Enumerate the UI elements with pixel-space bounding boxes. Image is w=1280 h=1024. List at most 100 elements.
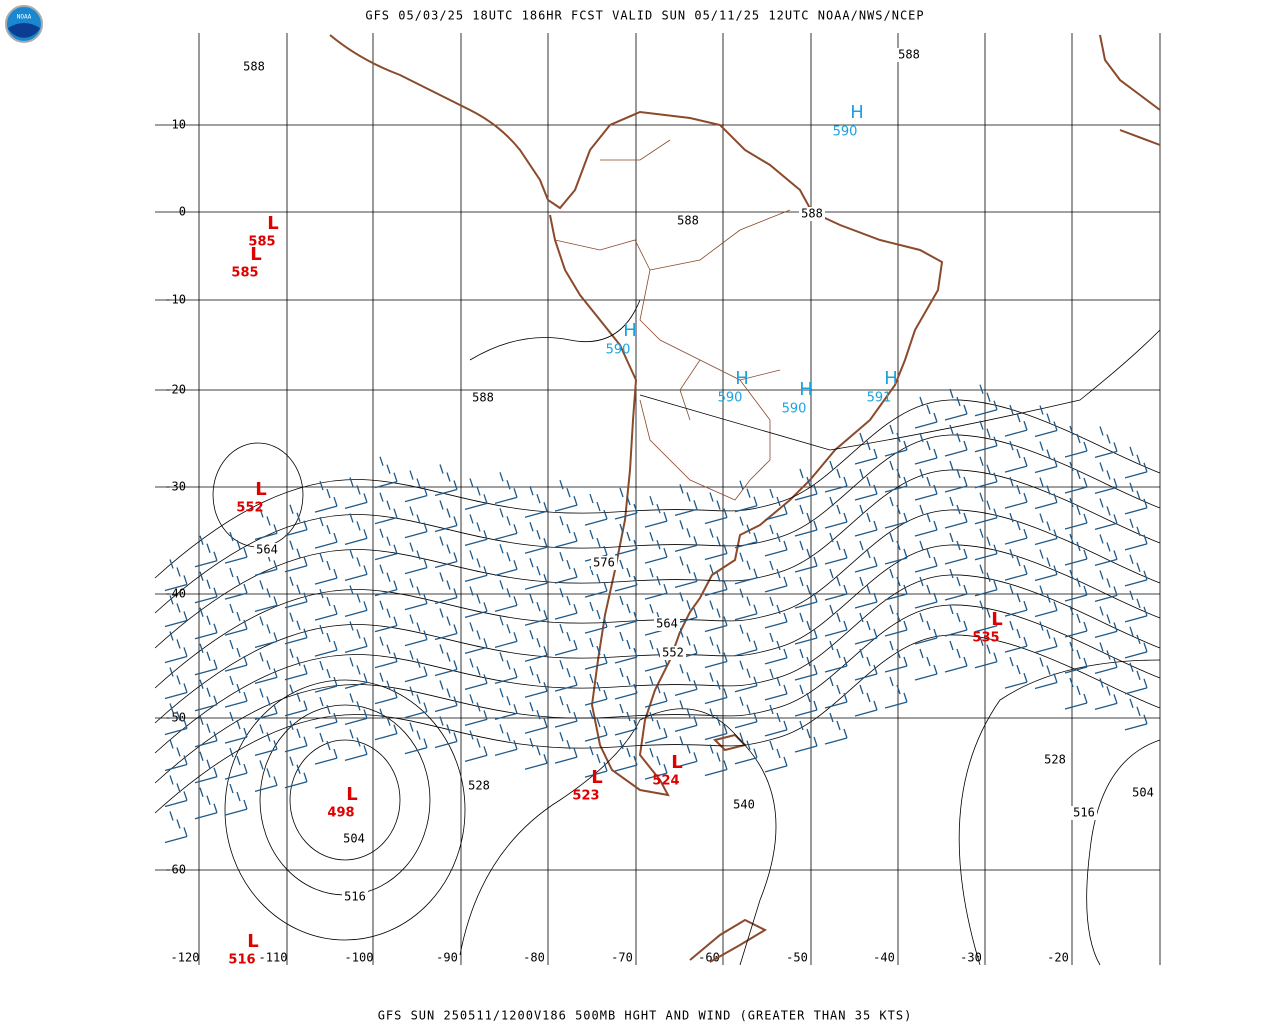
wind-barb: [344, 585, 368, 618]
wind-barb: [524, 738, 548, 770]
wind-barb: [314, 660, 338, 693]
wind-barb: [1124, 662, 1148, 695]
low-value: 552: [236, 501, 263, 516]
wind-barb: [734, 624, 758, 657]
wind-barb: [284, 612, 308, 645]
lon-label: -90: [436, 951, 458, 965]
wind-barb: [944, 424, 968, 457]
wind-barb: [194, 643, 218, 676]
contour-label: 528: [468, 779, 490, 793]
wind-barb: [704, 600, 728, 633]
footer: GFS SUN 250511/1200V186 500MB HGHT AND W…: [378, 1009, 913, 1023]
low-symbol: L: [247, 931, 258, 952]
wind-barb: [854, 468, 878, 501]
wind-barb: [224, 783, 248, 816]
low-value: 585: [248, 235, 275, 250]
wind-barb: [914, 540, 938, 573]
wind-barb: [404, 506, 428, 539]
wind-barb: [1004, 440, 1028, 473]
wind-barb: [794, 576, 818, 609]
labels: L585L585L552L498L523L524L535L516H590H590…: [228, 48, 1156, 968]
wind-barb: [734, 588, 758, 621]
contour-label: 552: [662, 646, 684, 660]
contour-label: 576: [593, 556, 615, 570]
wind-barb: [1034, 477, 1058, 510]
wind-barb: [584, 637, 608, 670]
contour-label-bg: [466, 779, 492, 793]
wind-barb: [1064, 497, 1088, 530]
wind-barb: [824, 532, 848, 565]
wind-barb: [884, 460, 908, 493]
wind-barb: [554, 587, 578, 620]
wind-barb: [854, 684, 878, 717]
wind-barb: [884, 424, 908, 457]
lon-label: -120: [171, 951, 200, 965]
wind-barb: [734, 660, 758, 693]
wind-barb: [464, 622, 488, 655]
wind-barb: [974, 528, 998, 561]
wind-barb: [974, 492, 998, 525]
contour-label: 564: [656, 617, 678, 631]
wind-barb: [974, 456, 998, 489]
lon-label: -40: [873, 951, 895, 965]
wind-barb: [1124, 482, 1148, 515]
contour-label-bg: [1042, 753, 1068, 767]
low-symbol: L: [591, 767, 602, 788]
wind-barb: [884, 496, 908, 529]
wind-barb: [1094, 498, 1118, 531]
wind-barb: [164, 559, 188, 592]
wind-barb: [494, 580, 518, 612]
lon-label: -20: [1047, 951, 1069, 965]
low-symbol: L: [991, 609, 1002, 630]
wind-barb: [434, 716, 458, 749]
wind-barb: [764, 668, 788, 701]
wind-barb: [344, 657, 368, 690]
wind-barb: [164, 667, 188, 700]
wind-barb: [224, 711, 248, 744]
low-symbol: L: [267, 213, 278, 234]
wind-barb: [1064, 461, 1088, 494]
wind-barb: [764, 632, 788, 665]
wind-barb: [164, 811, 188, 844]
wind-barb: [1064, 677, 1088, 710]
low-symbol: L: [671, 752, 682, 773]
high-value: 590: [718, 391, 743, 406]
wind-barb: [464, 550, 488, 583]
wind-barb: [344, 621, 368, 654]
wind-barb: [644, 567, 668, 600]
wind-barb: [764, 488, 788, 521]
low-value: 585: [231, 266, 258, 281]
wind-barb: [284, 540, 308, 573]
wind-barb: [314, 624, 338, 657]
wind-barb: [374, 492, 398, 525]
wind-barb: [434, 644, 458, 677]
wind-barb: [1034, 585, 1058, 618]
wind-barb: [464, 730, 488, 763]
wind-barb: [1004, 584, 1028, 617]
lat-label: 0: [179, 205, 186, 219]
wind-barb: [1064, 425, 1088, 458]
wind-barb: [974, 636, 998, 669]
lon-label: -50: [786, 951, 808, 965]
contour-label: 516: [1073, 806, 1095, 820]
wind-barb: [254, 688, 278, 721]
wind-barb: [644, 711, 668, 744]
wind-barb: [704, 492, 728, 525]
wind-barb: [314, 552, 338, 585]
wind-barb: [194, 679, 218, 712]
wind-barb: [944, 532, 968, 565]
wind-barb: [344, 513, 368, 546]
wind-barb: [404, 470, 428, 503]
wind-barb: [344, 729, 368, 762]
wind-barb: [614, 559, 638, 592]
high-symbol: H: [850, 102, 864, 123]
wind-barb: [734, 516, 758, 549]
contour-label-bg: [731, 798, 757, 812]
wind-barb: [524, 558, 548, 590]
wind-barb: [1034, 549, 1058, 582]
wind-barb: [494, 544, 518, 576]
contour-label-bg: [896, 48, 922, 62]
low-value: 524: [652, 774, 679, 789]
wind-barb: [914, 576, 938, 609]
title: GFS 05/03/25 18UTC 186HR FCST VALID SUN …: [365, 9, 924, 23]
